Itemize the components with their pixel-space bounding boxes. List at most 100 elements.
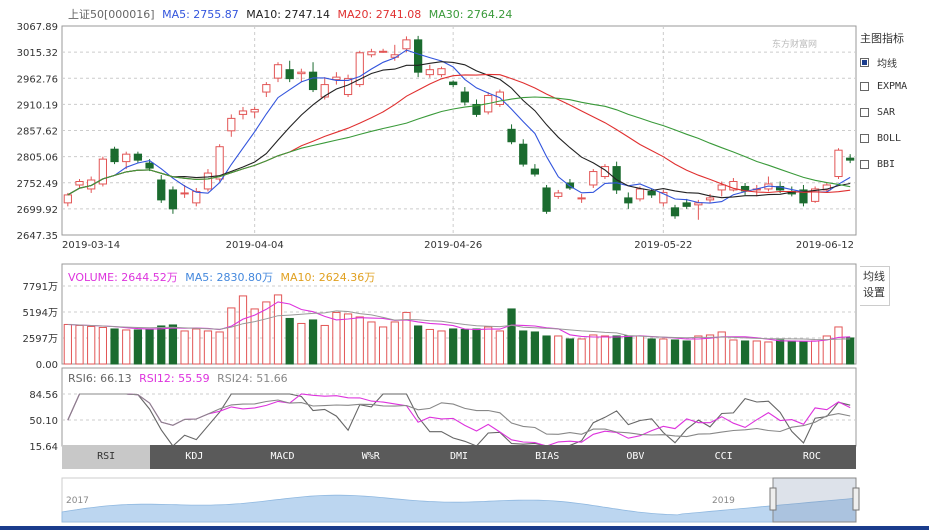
volume-bar [355,316,364,365]
candle-body [250,108,259,113]
volume-bar [308,319,318,365]
volume-ma-settings-button[interactable]: 均线 设置 [860,266,890,306]
candle-body [378,50,388,53]
candle [530,164,540,177]
candle-body [437,68,446,76]
tab-cci[interactable]: CCI [714,451,733,462]
candle [192,187,201,207]
candle-body [238,110,248,115]
main-indicator-title: 主图指标 [860,32,904,45]
volume-bar [846,337,855,365]
candle [133,151,143,164]
candle-body [554,192,563,197]
checkbox-icon[interactable] [860,82,869,91]
volume-bar [612,335,621,365]
candle [542,184,551,214]
volume-bar [110,328,119,365]
indicator-option-均线[interactable]: 均线 [860,55,897,70]
volume-bar [624,335,633,365]
tab-rsi[interactable]: RSI [62,445,151,469]
candle-body [612,166,621,191]
rsi-legend: RSI6: 66.13 RSI12: 55.59 RSI24: 51.66 [68,372,292,385]
volume-bar [542,335,551,365]
rsi12-value: RSI12: 55.59 [139,372,210,385]
navigator-handle-right[interactable] [852,487,860,511]
volume-bar [682,340,691,365]
candle [437,66,446,78]
price-y-tick: 2805.06 [17,153,58,164]
tab-wpctr[interactable]: W%R [361,451,380,462]
checkbox-icon[interactable] [860,134,869,143]
candle [367,48,376,58]
candle [87,176,96,193]
volume-bar [437,330,446,365]
tab-roc[interactable]: ROC [802,451,821,462]
candle [262,82,271,98]
indicator-option-bbi[interactable]: BBI [860,159,895,170]
candle-body [460,91,469,103]
bottom-border [0,526,929,530]
candle [168,186,178,214]
checkbox-icon[interactable] [860,160,869,169]
indicator-option-label: EXPMA [877,81,908,92]
candle [519,139,528,167]
volume-bar [145,328,154,365]
volume-bar [414,325,423,365]
candle-body [519,143,528,165]
tab-dmi[interactable]: DMI [449,451,469,462]
candle [799,184,808,207]
indicator-option-expma[interactable]: EXPMA [860,81,907,92]
volume-bar [589,334,598,365]
tab-bias[interactable]: BIAS [535,451,560,462]
rsi-y-tick: 84.56 [29,390,58,401]
indicator-option-label: 均线 [877,59,897,70]
candle-body [659,191,668,204]
candle-body [192,190,201,204]
candle-body [157,179,166,201]
tab-kdj[interactable]: KDJ [185,451,204,462]
volume-ma10-line [67,310,851,341]
candle [203,169,213,192]
checkbox-icon[interactable] [860,108,869,117]
checkbox-icon[interactable] [860,58,869,67]
volume-bar [320,324,329,365]
candle [659,189,668,207]
indicator-option-boll[interactable]: BOLL [860,133,901,144]
navigator-handle-left[interactable] [769,487,777,511]
ma10-line [67,61,851,199]
ma30-value: MA30: 2764.24 [428,8,513,21]
volume-bar [729,339,738,365]
candle-body [98,158,107,185]
candle-body [577,197,586,200]
volume-value: VOLUME: 2644.52万 [68,271,178,284]
candle [589,169,598,188]
candle [285,60,294,83]
volume-bar [519,330,528,365]
ma20-value: MA20: 2741.08 [337,8,422,21]
volume-bar [168,324,178,365]
indicator-option-sar[interactable]: SAR [860,107,895,118]
candle-body [647,190,656,196]
indicator-option-label: BBI [877,159,896,170]
candle-body [507,128,516,143]
tab-obv[interactable]: OBV [626,451,645,462]
ma10-value: MA10: 2747.14 [246,8,330,21]
volume-bar [390,321,399,365]
candle [460,87,469,106]
volume-bar [203,330,213,365]
candle-body [449,81,458,86]
rsi6-value: RSI6: 66.13 [68,372,132,385]
candle-body [285,69,294,80]
volume-bar [343,313,353,365]
volume-bar [378,326,388,365]
candle [122,151,131,170]
tab-macd[interactable]: MACD [270,451,295,462]
candle [297,68,306,83]
volume-bar [250,308,259,365]
candle [846,154,855,164]
candle [507,124,516,145]
price-legend: 上证50[000016] MA5: 2755.87 MA10: 2747.14 … [68,6,516,22]
candle [834,148,843,180]
